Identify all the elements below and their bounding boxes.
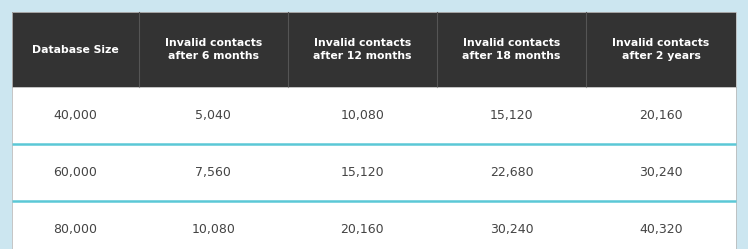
Text: 80,000: 80,000 xyxy=(53,223,97,236)
Text: Invalid contacts
after 2 years: Invalid contacts after 2 years xyxy=(613,38,710,61)
Bar xyxy=(437,12,586,87)
Bar xyxy=(138,87,288,144)
Bar xyxy=(586,144,736,201)
Text: 30,240: 30,240 xyxy=(490,223,533,236)
Bar xyxy=(138,144,288,201)
Bar xyxy=(12,201,138,249)
Bar xyxy=(437,144,586,201)
Text: 10,080: 10,080 xyxy=(340,109,384,122)
Text: 22,680: 22,680 xyxy=(490,166,533,179)
Text: 60,000: 60,000 xyxy=(53,166,97,179)
Bar xyxy=(437,87,586,144)
Bar xyxy=(586,201,736,249)
Text: 10,080: 10,080 xyxy=(191,223,235,236)
Text: 15,120: 15,120 xyxy=(340,166,384,179)
Text: Invalid contacts
after 6 months: Invalid contacts after 6 months xyxy=(165,38,262,61)
Text: Invalid contacts
after 18 months: Invalid contacts after 18 months xyxy=(462,38,561,61)
Text: 7,560: 7,560 xyxy=(195,166,231,179)
Bar xyxy=(288,12,437,87)
Text: Database Size: Database Size xyxy=(32,45,119,55)
Bar xyxy=(288,87,437,144)
Bar xyxy=(288,201,437,249)
Bar xyxy=(12,12,138,87)
Text: 30,240: 30,240 xyxy=(640,166,683,179)
Text: 20,160: 20,160 xyxy=(640,109,683,122)
Text: Invalid contacts
after 12 months: Invalid contacts after 12 months xyxy=(313,38,411,61)
Bar xyxy=(288,144,437,201)
Text: 40,000: 40,000 xyxy=(53,109,97,122)
Text: 20,160: 20,160 xyxy=(340,223,384,236)
Bar xyxy=(586,12,736,87)
Text: 5,040: 5,040 xyxy=(195,109,231,122)
Bar xyxy=(138,12,288,87)
Bar xyxy=(138,201,288,249)
Text: 40,320: 40,320 xyxy=(640,223,683,236)
Bar xyxy=(437,201,586,249)
Bar xyxy=(12,144,138,201)
Bar xyxy=(586,87,736,144)
Text: 15,120: 15,120 xyxy=(490,109,533,122)
Bar xyxy=(12,87,138,144)
